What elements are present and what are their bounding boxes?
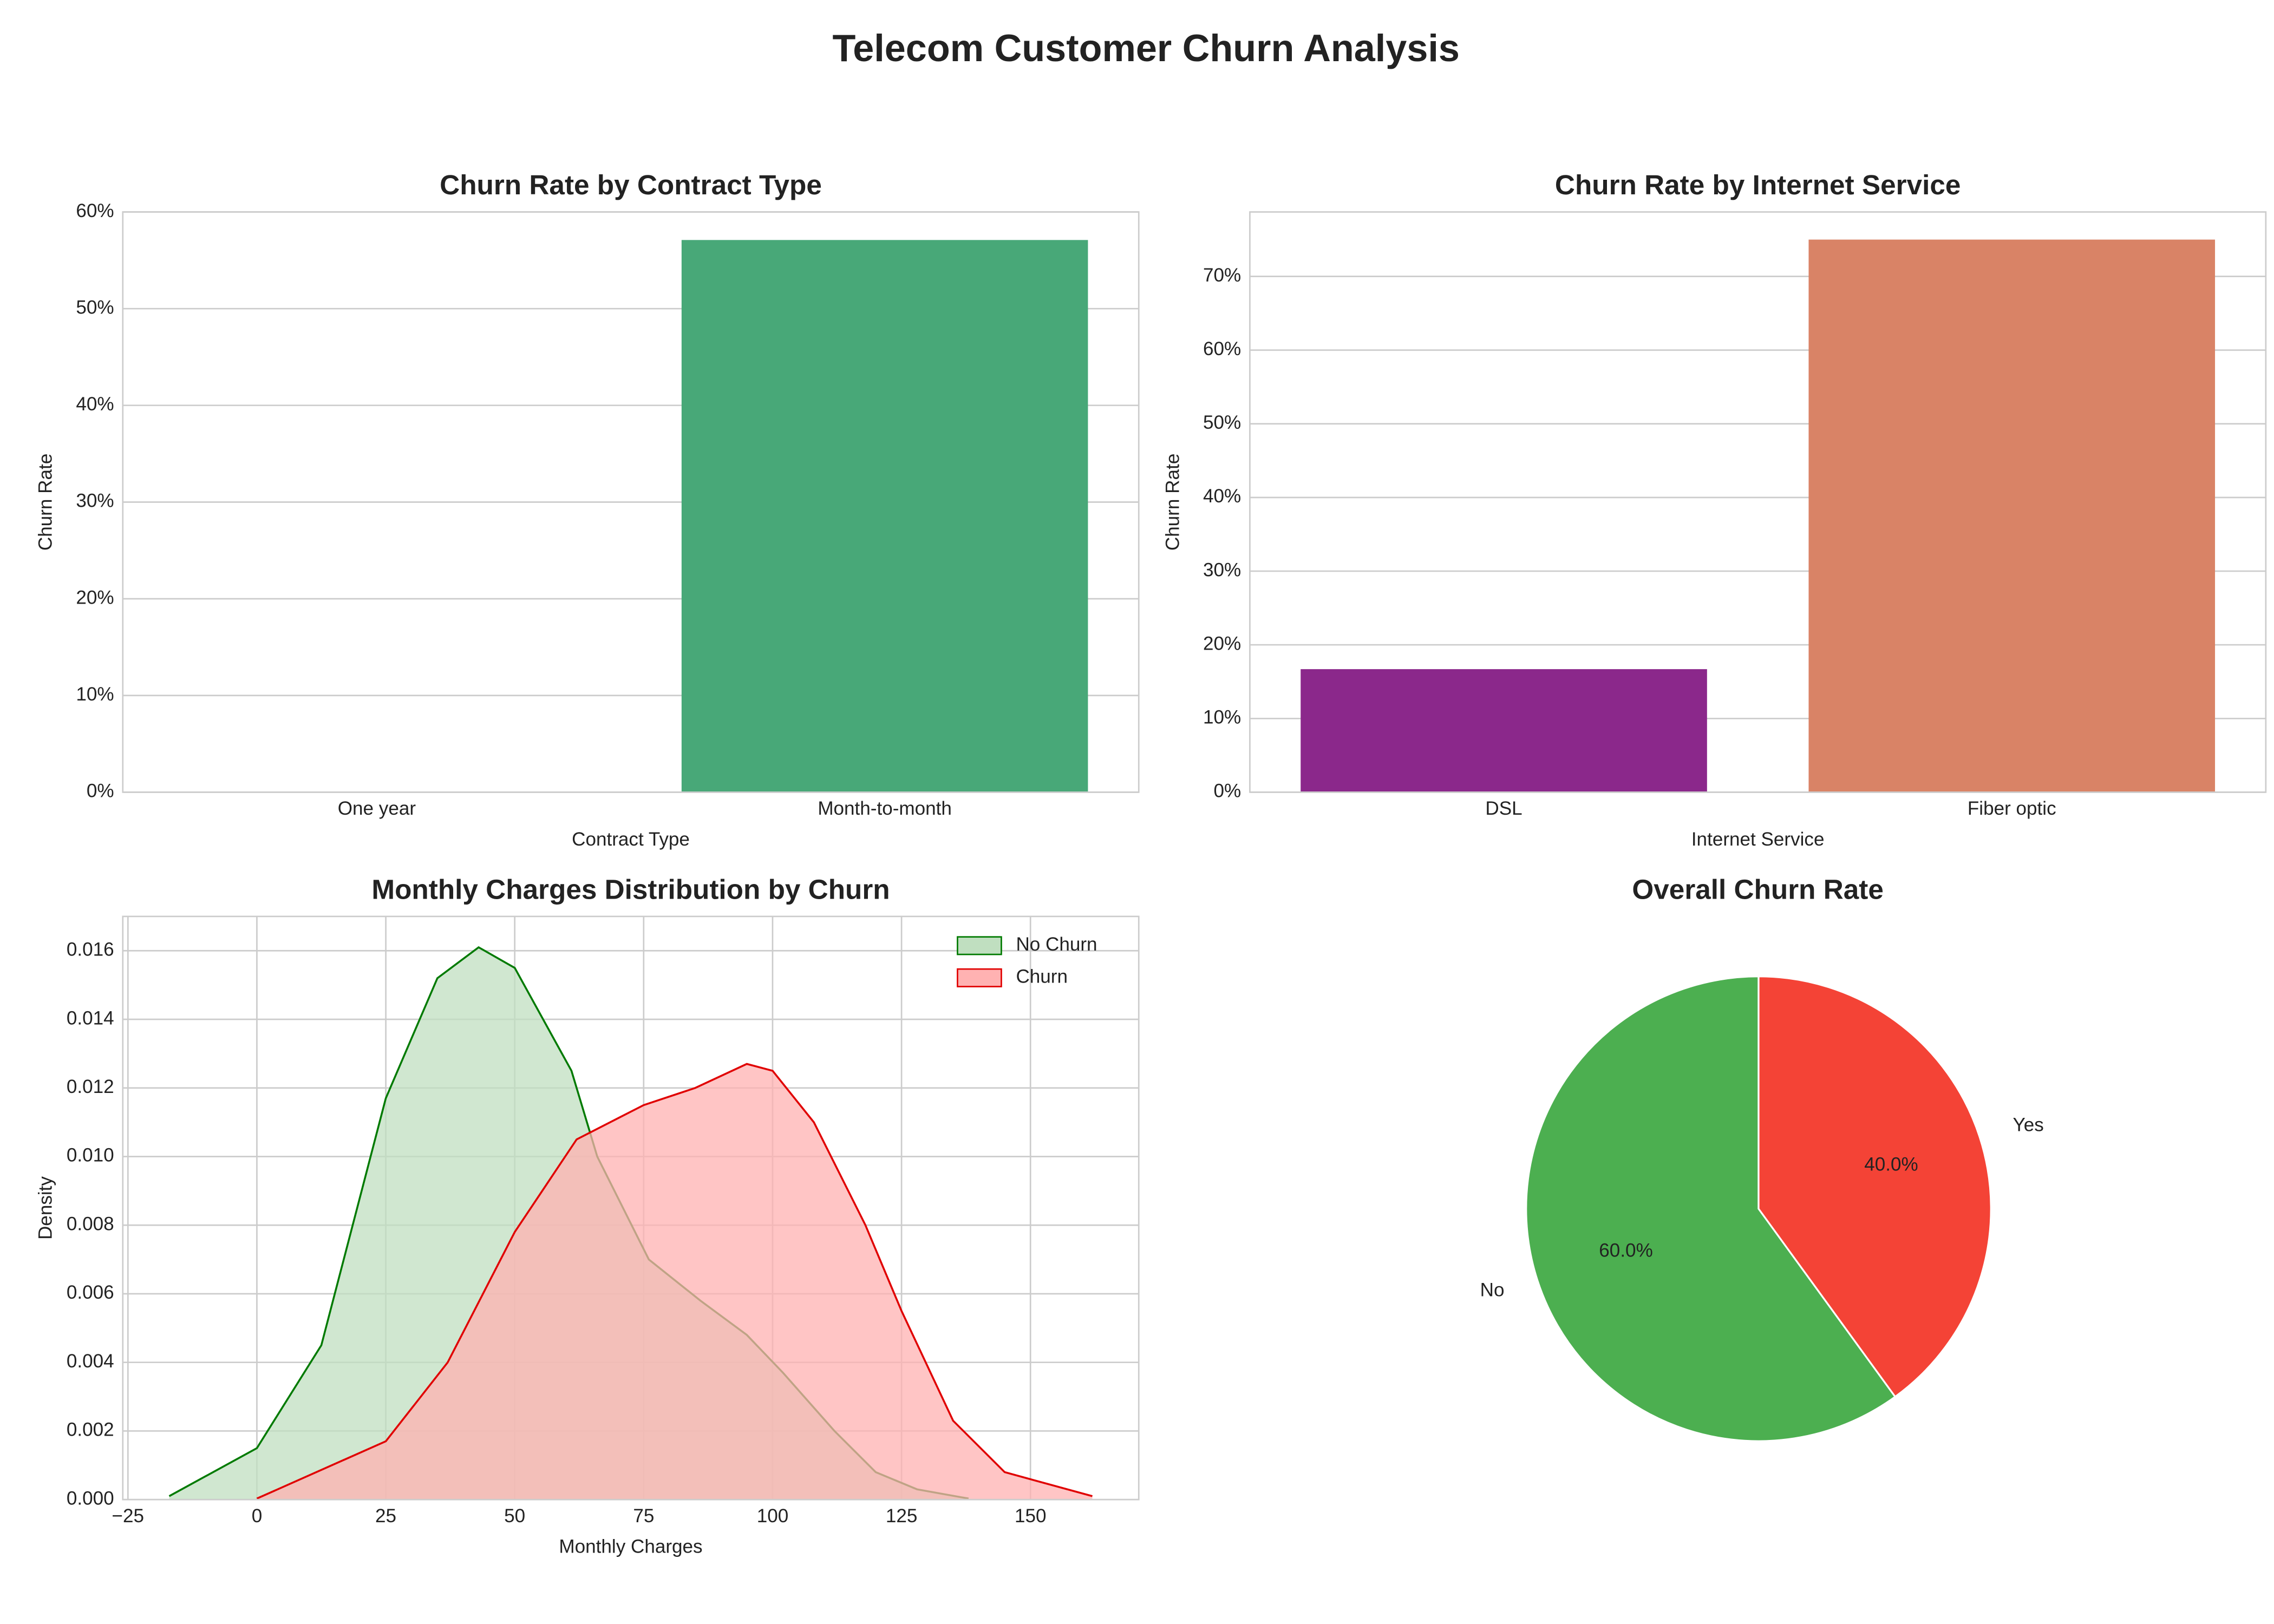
y-tick-label: 0% [87, 781, 114, 802]
pie-wedge [1525, 975, 1897, 1442]
y-tick-label: 30% [76, 490, 114, 512]
y-axis-label: Churn Rate [35, 454, 56, 551]
y-tick-label: 60% [76, 200, 114, 221]
subplot-title: Churn Rate by Contract Type [440, 169, 822, 200]
x-axis-label: Internet Service [1691, 829, 1825, 850]
subplot-title: Churn Rate by Internet Service [1555, 169, 1961, 200]
y-axis-label: Density [35, 1176, 56, 1240]
y-tick-label: 0.008 [67, 1213, 114, 1234]
y-tick-label: 0.016 [67, 939, 114, 960]
x-tick-label: 50 [504, 1505, 525, 1527]
bar [1808, 239, 2216, 793]
y-tick-label: 50% [1203, 412, 1241, 433]
y-tick-label: 40% [76, 394, 114, 415]
bar [1301, 669, 1707, 793]
x-tick-label: One year [338, 798, 416, 819]
legend-swatch [957, 968, 1002, 987]
plot-frame [122, 211, 1140, 793]
y-tick-label: 0% [1214, 781, 1241, 802]
x-tick-label: Month-to-month [818, 798, 952, 819]
pie-value-label: 40.0% [1864, 1154, 1918, 1175]
y-tick-label: 0.014 [67, 1007, 114, 1029]
y-tick-label: 0.012 [67, 1076, 114, 1097]
y-tick-label: 0.006 [67, 1282, 114, 1303]
density-line [256, 1063, 1093, 1499]
pie-label: Yes [2013, 1115, 2044, 1136]
y-tick-label: 0.000 [67, 1488, 114, 1509]
y-tick-label: 0.010 [67, 1145, 114, 1166]
y-tick-label: 60% [1203, 338, 1241, 359]
x-tick-label: 25 [375, 1505, 396, 1527]
x-tick-label: −25 [112, 1505, 145, 1527]
y-tick-label: 20% [76, 587, 114, 608]
x-axis-label: Monthly Charges [559, 1536, 702, 1557]
y-tick-label: 30% [1203, 559, 1241, 580]
y-tick-label: 10% [1203, 707, 1241, 728]
legend-label: Churn [1016, 966, 1068, 987]
x-axis-label: Contract Type [572, 829, 690, 850]
plot-frame [1249, 211, 2267, 793]
plot-frame [122, 915, 1140, 1501]
bar [681, 240, 1088, 793]
y-tick-label: 0.004 [67, 1351, 114, 1372]
pie-wedge [1757, 975, 1992, 1398]
y-tick-label: 10% [76, 684, 114, 705]
legend-label: No Churn [1016, 934, 1097, 955]
x-tick-label: Fiber optic [1968, 798, 2056, 819]
x-tick-label: 125 [886, 1505, 918, 1527]
x-tick-label: 100 [757, 1505, 789, 1527]
figure-title: Telecom Customer Churn Analysis [833, 27, 1460, 69]
y-tick-label: 20% [1203, 633, 1241, 654]
x-tick-label: 75 [633, 1505, 654, 1527]
x-tick-label: 150 [1015, 1505, 1047, 1527]
subplot-title: Monthly Charges Distribution by Churn [371, 874, 890, 905]
y-tick-label: 70% [1203, 265, 1241, 286]
pie-value-label: 60.0% [1599, 1240, 1652, 1261]
y-tick-label: 40% [1203, 486, 1241, 507]
x-tick-label: DSL [1485, 798, 1522, 819]
legend-swatch [957, 936, 1002, 955]
density-area [257, 1064, 1093, 1500]
y-tick-label: 0.002 [67, 1419, 114, 1440]
y-axis-label: Churn Rate [1162, 454, 1183, 551]
y-tick-label: 50% [76, 297, 114, 318]
subplot-title: Overall Churn Rate [1632, 874, 1884, 905]
x-tick-label: 0 [252, 1505, 263, 1527]
pie-label: No [1480, 1280, 1505, 1301]
